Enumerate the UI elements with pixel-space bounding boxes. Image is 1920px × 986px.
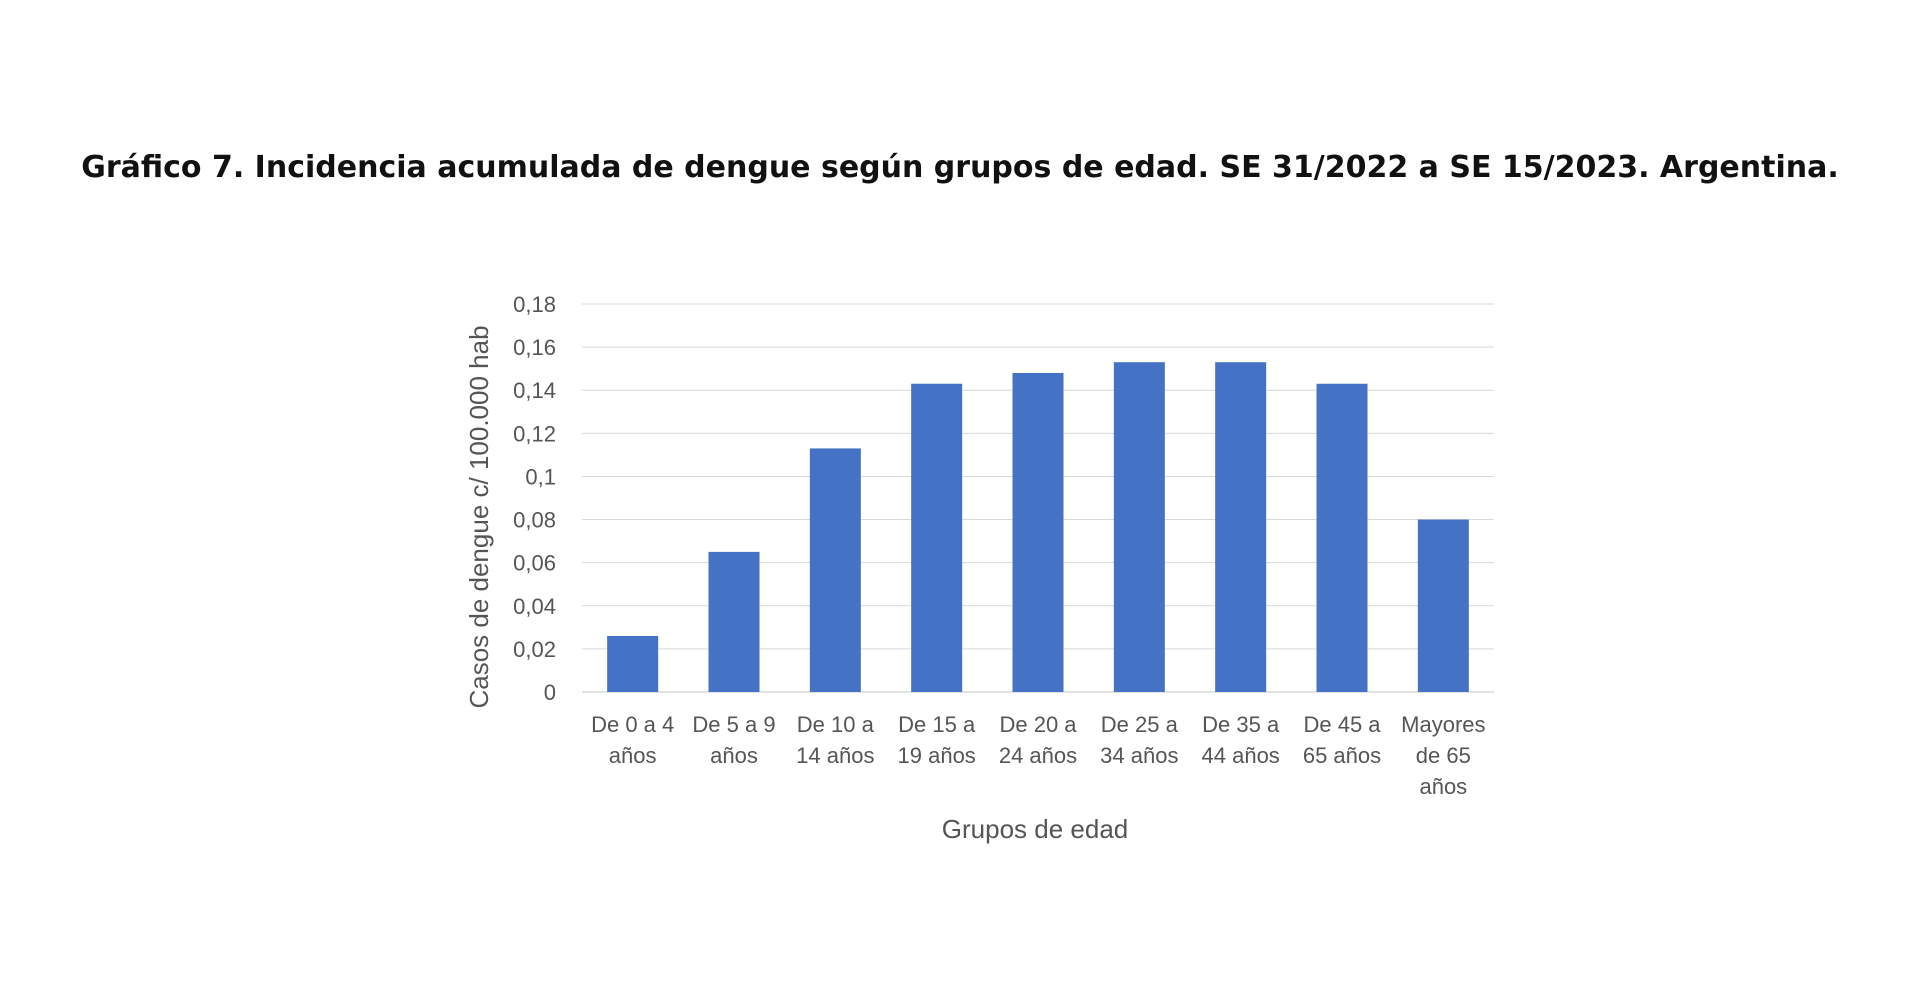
x-axis-title: Grupos de edad: [942, 814, 1128, 844]
y-tick-label: 0,02: [513, 637, 556, 662]
y-tick-label: 0,16: [513, 335, 556, 360]
bar: [1316, 383, 1368, 692]
y-tick-label: 0,1: [525, 464, 556, 489]
chart-title: Gráfico 7. Incidencia acumulada de dengu…: [81, 150, 1839, 185]
y-tick-label: 0,08: [513, 508, 556, 533]
bar: [1417, 519, 1469, 692]
bars: [607, 362, 1469, 692]
x-tick-label: De 5 a 9 años: [692, 712, 775, 768]
x-axis-ticks: De 0 a 4 años De 5 a 9 años De 10 a 14 años De…: [591, 712, 1485, 799]
bar: [911, 383, 963, 692]
y-tick-label: 0,06: [513, 551, 556, 576]
x-tick-label: De 25 a 34 años: [1100, 712, 1178, 768]
x-tick-label: De 10 a 14 años: [796, 712, 874, 768]
x-tick-label: Mayores de 65 años: [1401, 712, 1485, 799]
x-tick-label: De 45 a 65 años: [1303, 712, 1381, 768]
y-tick-label: 0,14: [513, 378, 556, 403]
y-axis-ticks: 0 0,02 0,04 0,06 0,08 0,1 0,12 0,14 0,16 0,18: [513, 292, 556, 705]
y-tick-label: 0: [544, 680, 556, 705]
bar: [1215, 362, 1267, 692]
bar: [1012, 372, 1064, 692]
bar: [1113, 362, 1165, 692]
x-tick-label: De 15 a 19 años: [898, 712, 976, 768]
x-tick-label: De 0 a 4 años: [591, 712, 674, 768]
bar: [809, 448, 861, 692]
y-tick-label: 0,18: [513, 292, 556, 317]
x-tick-label: De 35 a 44 años: [1202, 712, 1280, 768]
y-tick-label: 0,12: [513, 421, 556, 446]
bar: [607, 635, 659, 692]
y-axis-title: Casos de dengue c/ 100.000 hab: [464, 325, 494, 708]
y-tick-label: 0,04: [513, 594, 556, 619]
x-tick-label: De 20 a 24 años: [999, 712, 1077, 768]
bar: [708, 551, 760, 692]
